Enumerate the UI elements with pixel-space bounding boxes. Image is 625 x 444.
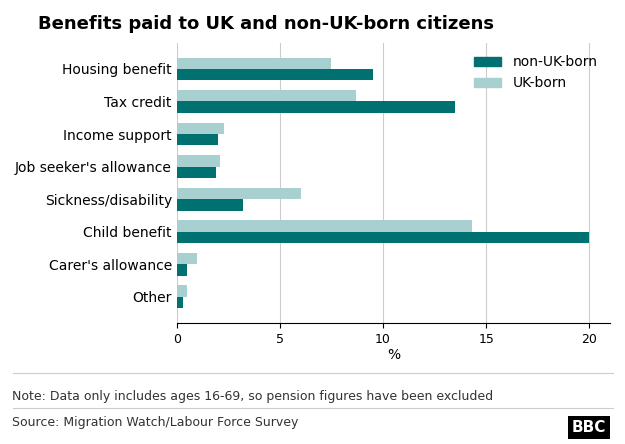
Bar [177, 220, 472, 232]
Bar [177, 253, 198, 264]
Bar [177, 166, 216, 178]
Bar [177, 123, 224, 134]
Bar [177, 134, 218, 146]
Bar [177, 188, 301, 199]
Bar [177, 285, 187, 297]
Bar [177, 58, 331, 69]
Text: BBC: BBC [572, 420, 606, 435]
Bar [177, 155, 220, 166]
Bar [177, 297, 183, 308]
Text: Source: Migration Watch/Labour Force Survey: Source: Migration Watch/Labour Force Sur… [12, 416, 299, 429]
X-axis label: %: % [387, 349, 400, 362]
Bar [177, 232, 589, 243]
Bar [177, 102, 455, 113]
Bar [177, 199, 242, 210]
Text: Note: Data only includes ages 16-69, so pension figures have been excluded: Note: Data only includes ages 16-69, so … [12, 389, 494, 403]
Bar [177, 264, 187, 276]
Text: Benefits paid to UK and non-UK-born citizens: Benefits paid to UK and non-UK-born citi… [38, 15, 494, 33]
Bar [177, 69, 372, 80]
Legend: non-UK-born, UK-born: non-UK-born, UK-born [468, 50, 603, 96]
Bar [177, 90, 356, 102]
